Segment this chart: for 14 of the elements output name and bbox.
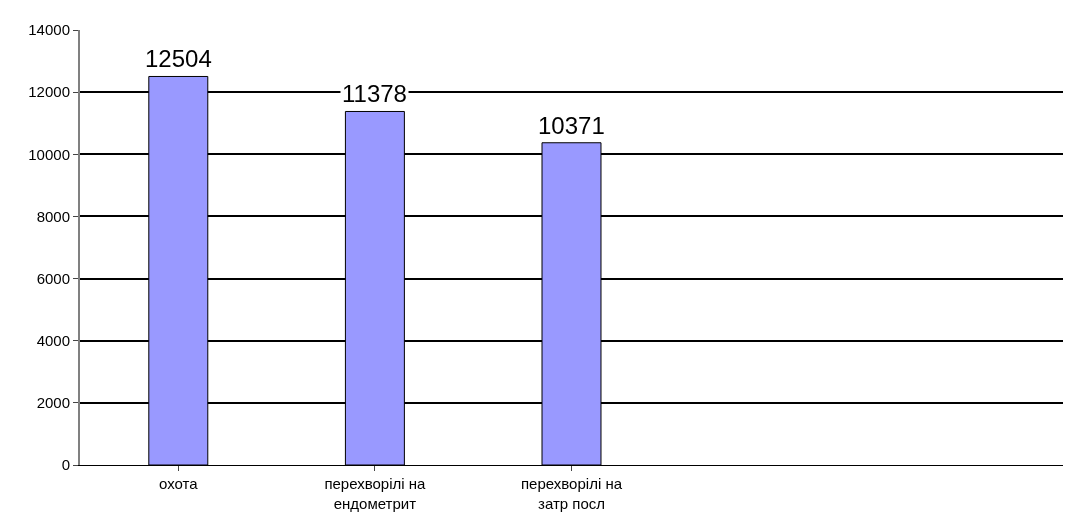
y-tick-label: 12000 bbox=[28, 83, 70, 101]
y-tick-label: 8000 bbox=[36, 207, 70, 225]
y-tick-label: 14000 bbox=[28, 21, 70, 39]
y-tick-label: 6000 bbox=[36, 269, 70, 287]
data-label: 11378 bbox=[342, 80, 407, 107]
y-tick-label: 4000 bbox=[36, 331, 70, 349]
y-tick-label: 0 bbox=[61, 456, 70, 474]
data-label: 12504 bbox=[145, 45, 212, 72]
y-tick-label: 10000 bbox=[28, 145, 70, 163]
data-label: 10371 bbox=[538, 112, 605, 139]
x-tick-label: перехворілі на ендометрит bbox=[324, 475, 427, 512]
x-tick-label: охота bbox=[159, 475, 199, 492]
y-tick-label: 2000 bbox=[36, 394, 70, 412]
x-tick-label: перехворілі на затр посл bbox=[520, 475, 623, 512]
